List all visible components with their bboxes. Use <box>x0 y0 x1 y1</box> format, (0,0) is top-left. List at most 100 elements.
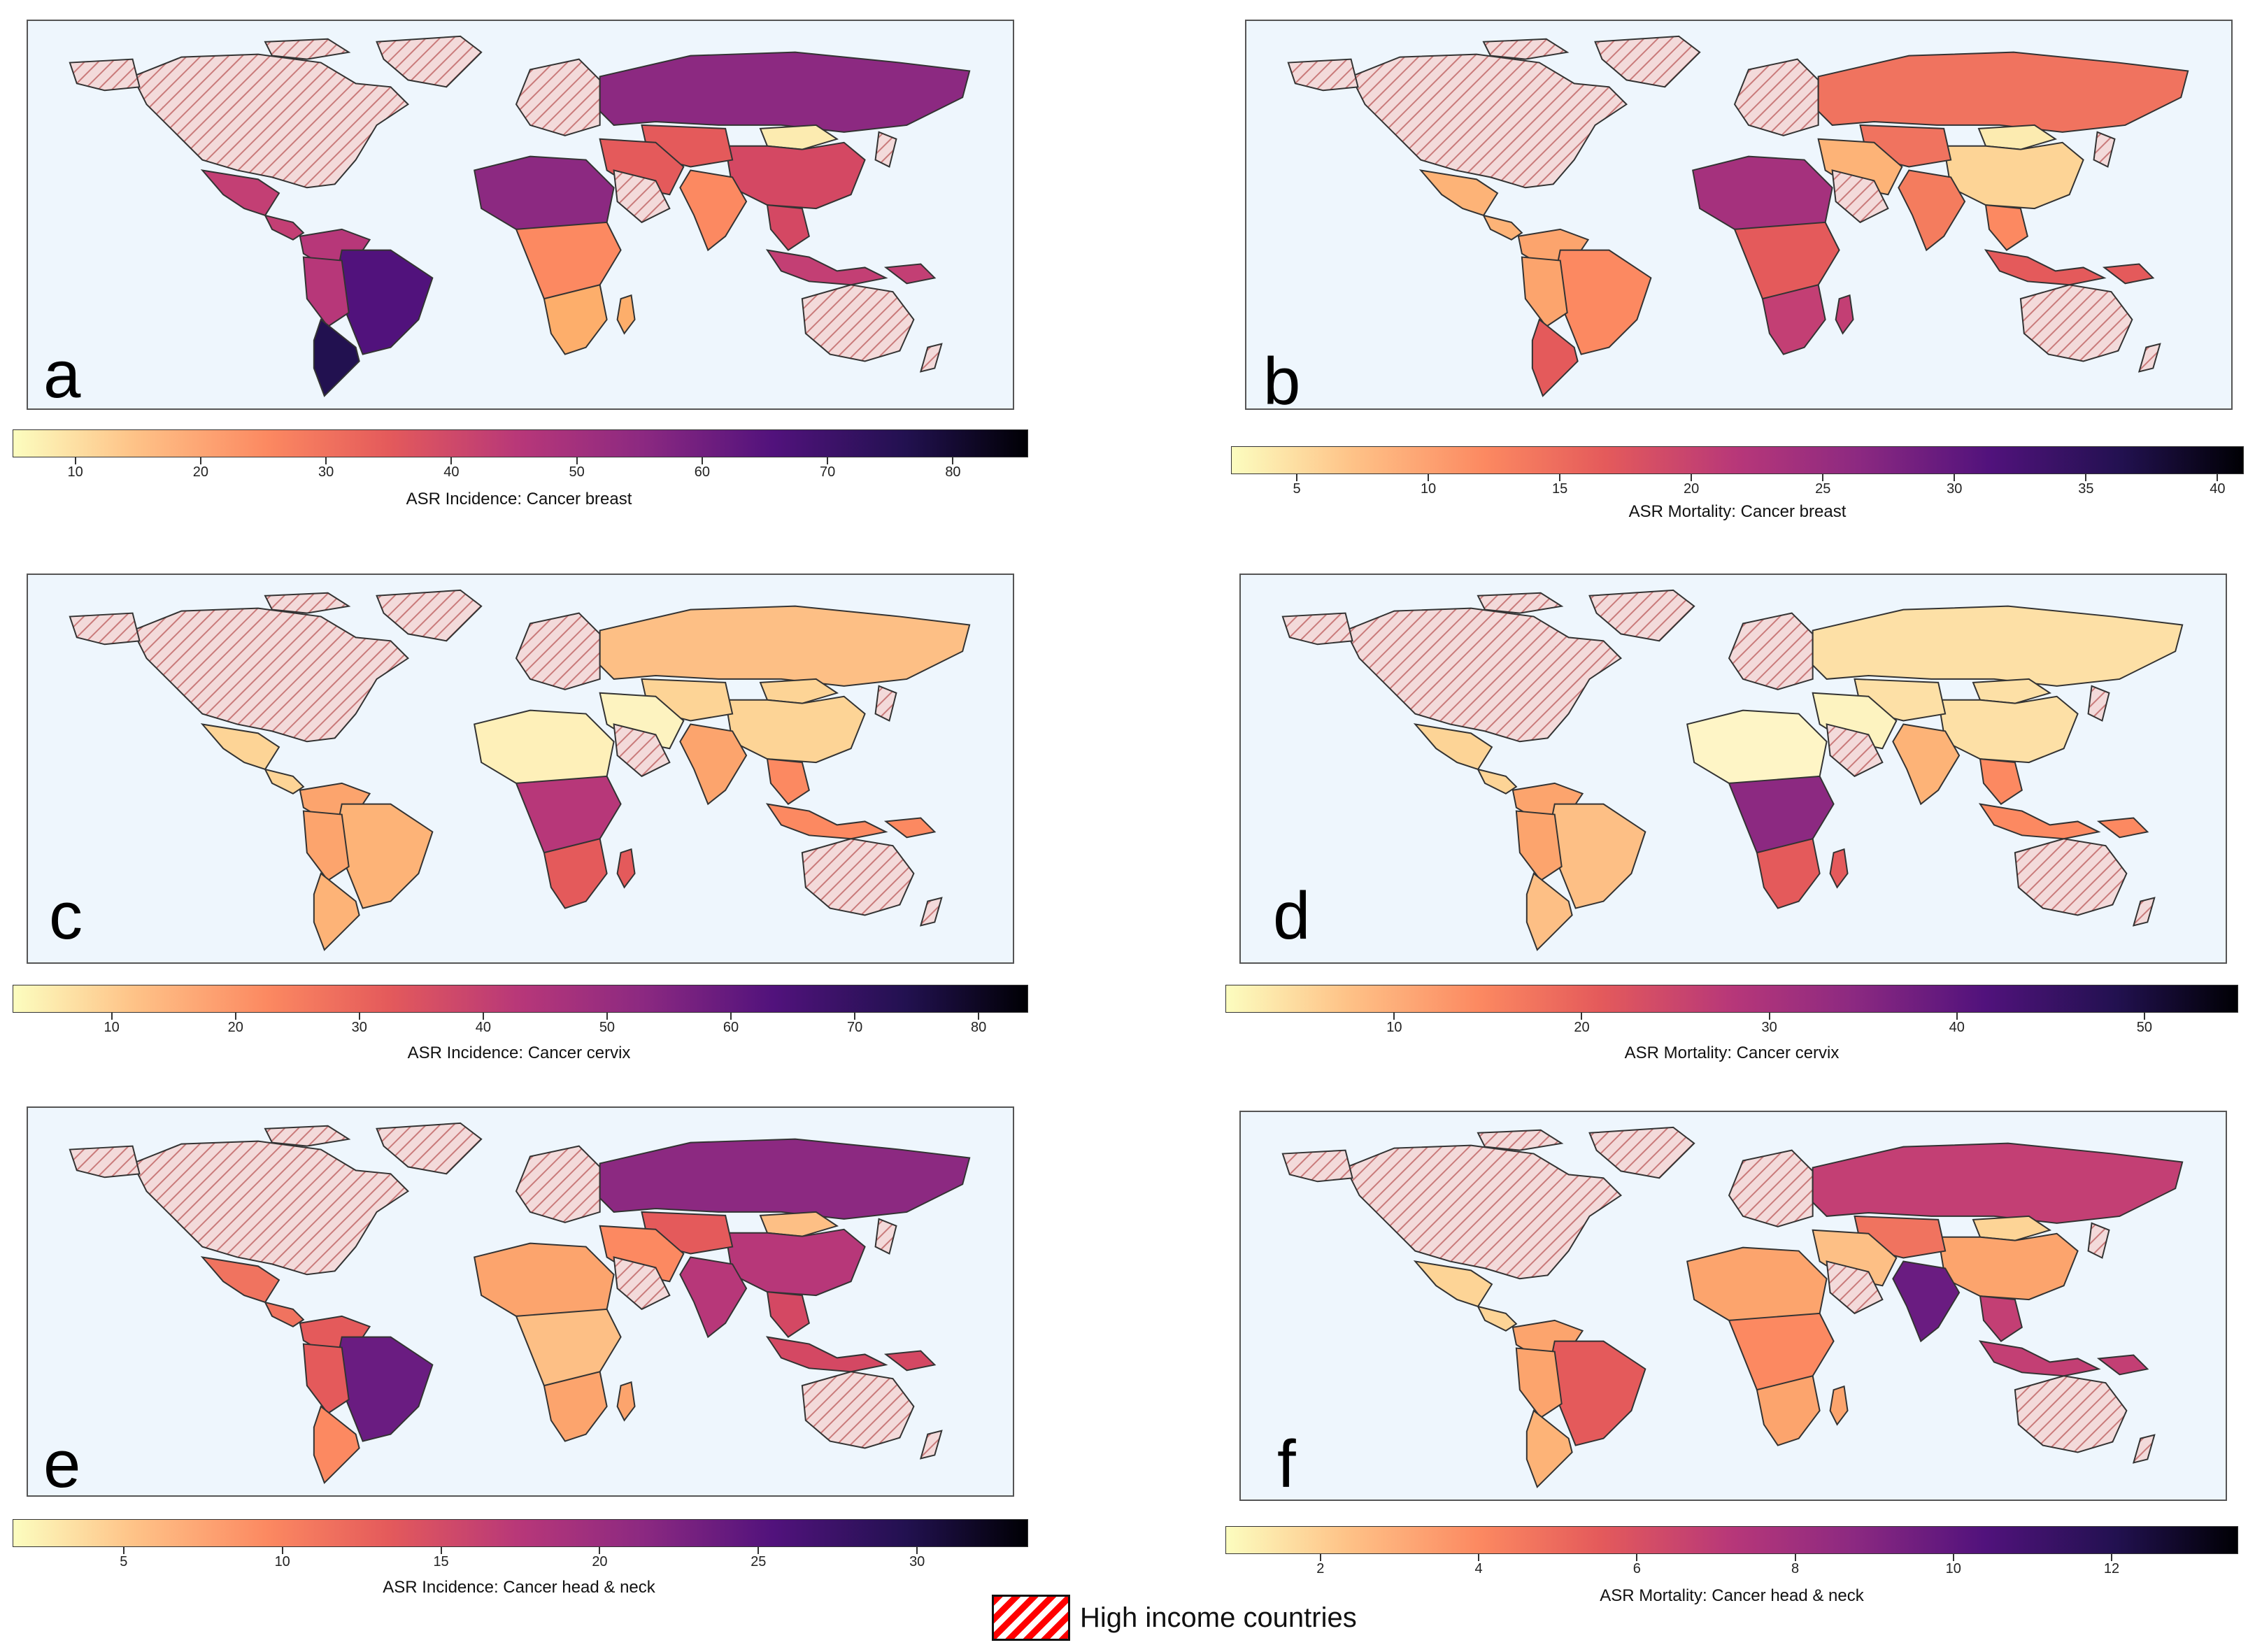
country-india <box>679 169 748 252</box>
country-southeast-asia <box>1979 1295 2023 1342</box>
colorbar-tick-label: 10 <box>67 464 83 480</box>
colorbar-tick-label: 30 <box>351 1020 367 1035</box>
colorbar-tickmark <box>730 1013 732 1020</box>
country-central-america <box>1477 768 1518 795</box>
panel-letter-e: e <box>43 1427 81 1502</box>
country-india <box>679 723 748 806</box>
country-japan <box>2087 1222 2110 1259</box>
country-alaska-west <box>69 58 141 92</box>
map-panel-f <box>1239 1111 2227 1501</box>
country-argentina <box>1525 872 1573 951</box>
country-peru-bolivia <box>1521 256 1568 328</box>
country-greenland <box>1588 1126 1695 1179</box>
country-greenland <box>376 589 483 642</box>
country-southern-africa <box>543 838 608 909</box>
colorbar-tick-label: 20 <box>227 1020 243 1035</box>
country-brazil <box>334 803 434 909</box>
country-india <box>1892 723 1961 806</box>
colorbar-tick-label: 40 <box>443 464 460 480</box>
country-japan <box>874 1218 897 1255</box>
colorbar-tick-label: 5 <box>1293 481 1301 497</box>
country-brazil <box>334 1336 434 1442</box>
colorbar-label-d: ASR Mortality: Cancer cervix <box>1624 1044 1840 1062</box>
map-panel-b <box>1245 20 2233 410</box>
panel-letter-f: f <box>1277 1427 1296 1502</box>
colorbar-tickmark <box>599 1547 601 1554</box>
colorbar-tickmark <box>122 1547 125 1554</box>
colorbar-tick-label: 80 <box>945 464 961 480</box>
country-russia <box>599 605 971 687</box>
colorbar-tick-label: 25 <box>1815 481 1831 497</box>
country-mongolia <box>759 1211 839 1237</box>
country-greenland <box>1594 35 1701 88</box>
country-new-zealand <box>919 897 943 927</box>
panel-letter-d: d <box>1273 878 1311 953</box>
country-alaska-west <box>1281 612 1353 646</box>
country-peru-bolivia <box>1515 1347 1563 1419</box>
country-china <box>724 141 866 210</box>
country-madagascar <box>616 294 636 335</box>
colorbar-tick-label: 20 <box>592 1554 608 1569</box>
country-arabia <box>1826 723 1884 778</box>
country-north-america <box>131 607 410 743</box>
colorbar-tickmark <box>1478 1554 1479 1561</box>
colorbar-tickmark <box>1794 1554 1796 1561</box>
country-greenland <box>376 35 483 88</box>
country-mexico <box>200 723 280 771</box>
colorbar-label-e: ASR Incidence: Cancer head & neck <box>383 1578 655 1597</box>
colorbar-tickmark <box>2143 1013 2145 1020</box>
world-map-b <box>1287 35 2189 397</box>
country-canada-islands <box>264 592 351 614</box>
country-japan <box>2087 685 2110 722</box>
country-greenland <box>376 1122 483 1175</box>
country-canada-islands <box>1477 1129 1564 1151</box>
panel-letter-a: a <box>43 337 81 412</box>
country-australia <box>801 1371 915 1449</box>
country-alaska-west <box>1287 58 1359 92</box>
colorbar-tickmark <box>234 1013 236 1020</box>
colorbar-c <box>13 985 1028 1013</box>
colorbar-tickmark <box>952 457 954 464</box>
country-india <box>1898 169 1966 252</box>
colorbar-tickmark <box>916 1547 918 1554</box>
country-china <box>1937 695 2079 764</box>
colorbar-label-f: ASR Mortality: Cancer head & neck <box>1600 1586 1864 1605</box>
colorbar-tickmark <box>701 457 703 464</box>
colorbar-tickmark <box>978 1013 980 1020</box>
colorbar-tickmark <box>1581 1013 1583 1020</box>
country-central-america <box>264 214 305 241</box>
country-india <box>679 1256 748 1339</box>
colorbar-tickmark <box>1296 474 1298 481</box>
country-southeast-asia <box>766 204 810 251</box>
country-new-guinea <box>2096 1354 2149 1376</box>
colorbar-tickmark <box>281 1547 283 1554</box>
country-new-guinea <box>883 1350 937 1372</box>
colorbar-tickmark <box>1768 1013 1770 1020</box>
country-central-america <box>1477 1305 1518 1332</box>
colorbar-label-a: ASR Incidence: Cancer breast <box>406 490 632 508</box>
colorbar-label-c: ASR Incidence: Cancer cervix <box>407 1044 631 1062</box>
colorbar-a <box>13 429 1028 457</box>
country-north-america <box>1344 607 1623 743</box>
country-alaska-west <box>1281 1149 1353 1183</box>
country-australia <box>801 838 915 916</box>
country-new-zealand <box>2132 1434 2156 1464</box>
colorbar-tick-label: 8 <box>1791 1561 1800 1576</box>
colorbar-tick-label: 10 <box>104 1020 120 1035</box>
colorbar-tick-label: 10 <box>1945 1561 1961 1576</box>
country-new-guinea <box>883 817 937 839</box>
colorbar-tick-label: 20 <box>1574 1020 1590 1035</box>
country-alaska-west <box>69 612 141 646</box>
colorbar-tickmark <box>576 457 578 464</box>
colorbar-tick-label: 30 <box>1761 1020 1777 1035</box>
country-middle-east <box>1812 1229 1898 1287</box>
colorbar-tick-label: 50 <box>2136 1020 2153 1035</box>
country-australia <box>2014 1375 2128 1453</box>
colorbar-tickmark <box>1954 474 1956 481</box>
colorbar-tickmark <box>482 1013 484 1020</box>
country-brazil <box>1552 249 1652 355</box>
colorbar-tick-label: 5 <box>120 1554 128 1569</box>
colorbar-tick-label: 80 <box>971 1020 987 1035</box>
country-russia <box>1812 605 2184 687</box>
world-map-e <box>69 1122 971 1484</box>
